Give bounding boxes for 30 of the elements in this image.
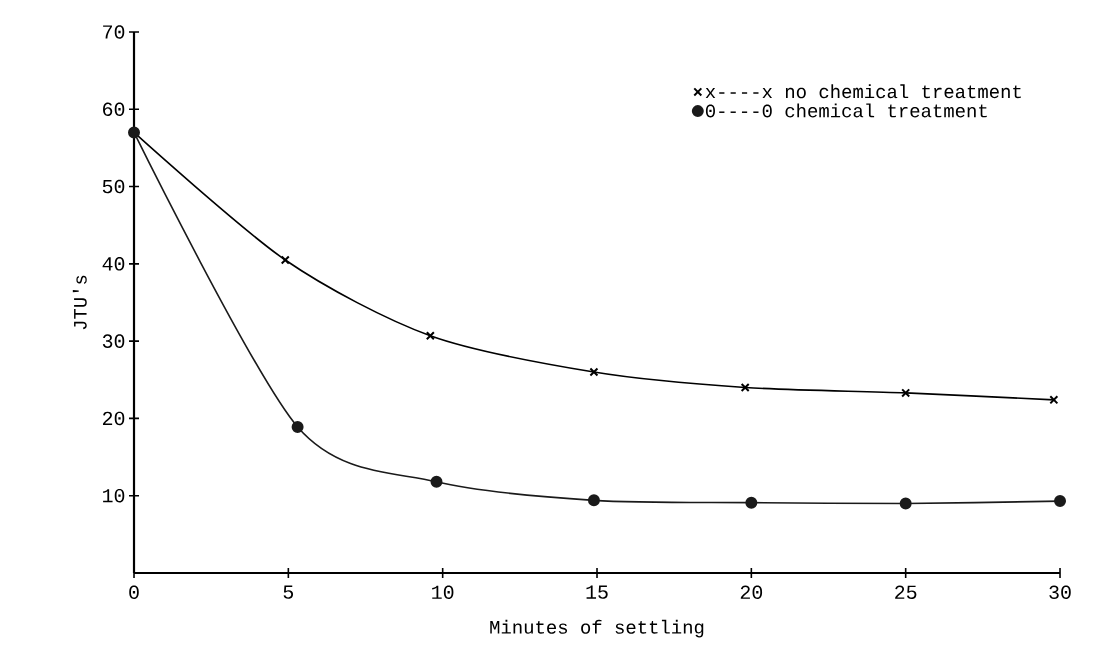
point — [1049, 395, 1059, 405]
x-tick-label: 0 — [129, 585, 139, 600]
y-tick-label: 10 — [103, 488, 125, 503]
point — [740, 382, 750, 393]
y-tick-label: 40 — [102, 257, 125, 271]
point — [425, 331, 435, 341]
legend-label: 0----0 chemical treatment — [705, 103, 987, 118]
y-tick-label: 70 — [103, 25, 125, 39]
point — [745, 496, 758, 509]
x-tick-label: 15 — [586, 585, 608, 599]
point — [899, 497, 912, 510]
point — [901, 388, 911, 398]
y-tick-label: 50 — [102, 179, 125, 194]
x-tick-label: 20 — [740, 585, 763, 600]
point — [587, 494, 600, 507]
point — [291, 420, 304, 433]
y-tick-label: 60 — [103, 102, 125, 117]
legend-label: x----x no chemical treatment — [705, 84, 1021, 99]
point — [280, 255, 290, 265]
y-tick-label: 30 — [102, 334, 125, 348]
y-tick-label: 20 — [102, 411, 125, 426]
x-tick-label: 25 — [895, 585, 917, 600]
x-tick-label: 10 — [432, 585, 454, 600]
point — [1054, 495, 1067, 508]
point — [589, 367, 599, 377]
x-tick-label: 30 — [1049, 585, 1071, 600]
x-tick-label: 5 — [283, 585, 294, 599]
x-axis-title: Minutes of settling — [490, 619, 704, 638]
point — [430, 475, 443, 488]
y-axis-title: JTU's — [72, 275, 87, 330]
